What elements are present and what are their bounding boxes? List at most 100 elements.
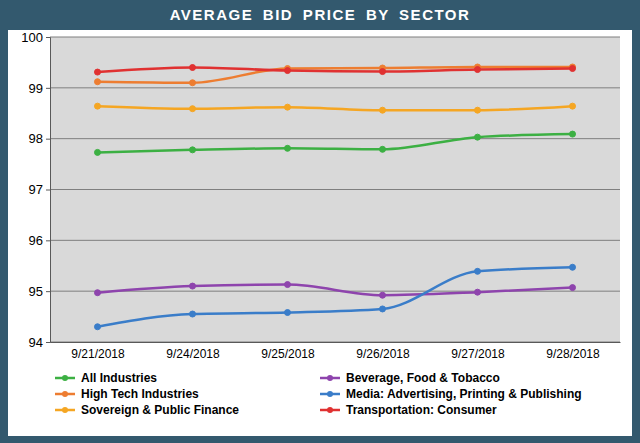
grid-line bbox=[50, 37, 620, 38]
legend-label: High Tech Industries bbox=[81, 387, 199, 401]
x-tick-label: 9/25/2018 bbox=[261, 347, 315, 361]
x-tick: 9/28/2018 bbox=[546, 342, 600, 361]
series-marker bbox=[95, 79, 101, 85]
title: AVERAGE BID PRICE BY SECTOR bbox=[170, 6, 471, 23]
legend-marker bbox=[62, 391, 68, 397]
chart: AVERAGE BID PRICE BY SECTOR 94 95 96 97 98 99 1… bbox=[0, 0, 640, 443]
y-tick: 94 bbox=[29, 335, 50, 350]
grid-line bbox=[50, 342, 620, 343]
series-marker bbox=[570, 103, 576, 109]
y-tick-mark bbox=[46, 88, 50, 89]
legend-marker bbox=[62, 407, 68, 413]
y-tick: 95 bbox=[29, 284, 50, 299]
x-axis-line bbox=[51, 342, 621, 343]
y-tick-label: 96 bbox=[29, 233, 43, 248]
legend-marker bbox=[327, 391, 333, 397]
legend-item: All Industries bbox=[55, 371, 157, 385]
series-marker bbox=[380, 146, 386, 152]
y-axis-line bbox=[46, 38, 51, 343]
y-tick: 98 bbox=[29, 131, 50, 146]
y-tick-mark bbox=[46, 291, 50, 292]
legend-marker bbox=[327, 407, 333, 413]
series-marker bbox=[190, 106, 196, 112]
y-tick: 96 bbox=[29, 233, 50, 248]
y-tick-mark bbox=[46, 190, 50, 191]
x-tick-label: 9/24/2018 bbox=[166, 347, 220, 361]
series-marker bbox=[475, 134, 481, 140]
legend: All Industries Beverage, Food & Tobacco Hi… bbox=[55, 371, 582, 417]
x-tick-label: 9/27/2018 bbox=[451, 347, 505, 361]
x-tick-label: 9/21/2018 bbox=[71, 347, 125, 361]
series-line bbox=[98, 106, 573, 110]
series-line bbox=[98, 134, 573, 152]
x-axis: 9/21/2018 9/24/2018 9/25/2018 9/26/2018 9/27… bbox=[51, 342, 621, 361]
x-tick: 9/26/2018 bbox=[356, 342, 410, 361]
plot bbox=[95, 64, 576, 330]
legend-item: Sovereign & Public Finance bbox=[55, 403, 239, 417]
series-marker bbox=[380, 306, 386, 312]
series-line bbox=[98, 285, 573, 296]
series-marker bbox=[190, 65, 196, 71]
series-line bbox=[98, 267, 573, 326]
series-marker bbox=[475, 67, 481, 73]
grid-line bbox=[50, 189, 620, 190]
series-marker bbox=[190, 80, 196, 86]
series-marker bbox=[95, 290, 101, 296]
grid-line bbox=[50, 240, 620, 241]
chart-panel bbox=[8, 30, 632, 436]
legend-item: Transportation: Consumer bbox=[320, 403, 497, 417]
y-tick-mark bbox=[46, 139, 50, 140]
x-tick: 9/27/2018 bbox=[451, 342, 505, 361]
series-marker bbox=[380, 69, 386, 75]
series-marker bbox=[285, 68, 291, 74]
y-tick: 99 bbox=[29, 80, 50, 95]
y-tick-mark bbox=[46, 342, 50, 343]
legend-label: Beverage, Food & Tobacco bbox=[346, 371, 500, 385]
series-marker bbox=[570, 66, 576, 72]
series-line bbox=[98, 67, 573, 83]
grid-line bbox=[50, 87, 620, 88]
series-marker bbox=[475, 107, 481, 113]
series-marker bbox=[95, 103, 101, 109]
series-marker bbox=[570, 131, 576, 137]
x-tick: 9/25/2018 bbox=[261, 342, 315, 361]
y-tick-label: 97 bbox=[29, 182, 43, 197]
grid bbox=[50, 37, 620, 342]
y-tick-label: 95 bbox=[29, 284, 43, 299]
y-tick-label: 94 bbox=[29, 335, 43, 350]
x-tick: 9/24/2018 bbox=[166, 342, 220, 361]
series-marker bbox=[380, 107, 386, 113]
legend-label: Sovereign & Public Finance bbox=[81, 403, 239, 417]
y-tick-mark bbox=[46, 240, 50, 241]
series-marker bbox=[475, 268, 481, 274]
series-marker bbox=[190, 147, 196, 153]
y-tick-label: 100 bbox=[21, 30, 43, 45]
background bbox=[0, 0, 640, 443]
legend-marker bbox=[62, 375, 68, 381]
x-tick: 9/21/2018 bbox=[71, 342, 125, 361]
series-marker bbox=[95, 324, 101, 330]
legend-label: Media: Advertising, Printing & Publishin… bbox=[346, 387, 582, 401]
y-tick-mark bbox=[46, 37, 50, 38]
legend-item: Beverage, Food & Tobacco bbox=[320, 371, 500, 385]
legend-label: Transportation: Consumer bbox=[346, 403, 497, 417]
series-marker bbox=[570, 285, 576, 291]
grid-line bbox=[50, 138, 620, 139]
series-marker bbox=[190, 283, 196, 289]
legend-item: Media: Advertising, Printing & Publishin… bbox=[320, 387, 582, 401]
x-tick-label: 9/26/2018 bbox=[356, 347, 410, 361]
y-tick: 97 bbox=[29, 182, 50, 197]
y-axis: 94 95 96 97 98 99 100 bbox=[21, 30, 50, 350]
y-tick-label: 99 bbox=[29, 80, 43, 95]
series-marker bbox=[475, 289, 481, 295]
series-marker bbox=[190, 311, 196, 317]
series-marker bbox=[285, 310, 291, 316]
series-marker bbox=[95, 69, 101, 75]
plot-area bbox=[50, 37, 620, 342]
legend-label: All Industries bbox=[81, 371, 157, 385]
series-marker bbox=[285, 145, 291, 151]
series-marker bbox=[570, 264, 576, 270]
y-tick: 100 bbox=[21, 30, 50, 45]
series-marker bbox=[380, 292, 386, 298]
legend-item: High Tech Industries bbox=[55, 387, 199, 401]
